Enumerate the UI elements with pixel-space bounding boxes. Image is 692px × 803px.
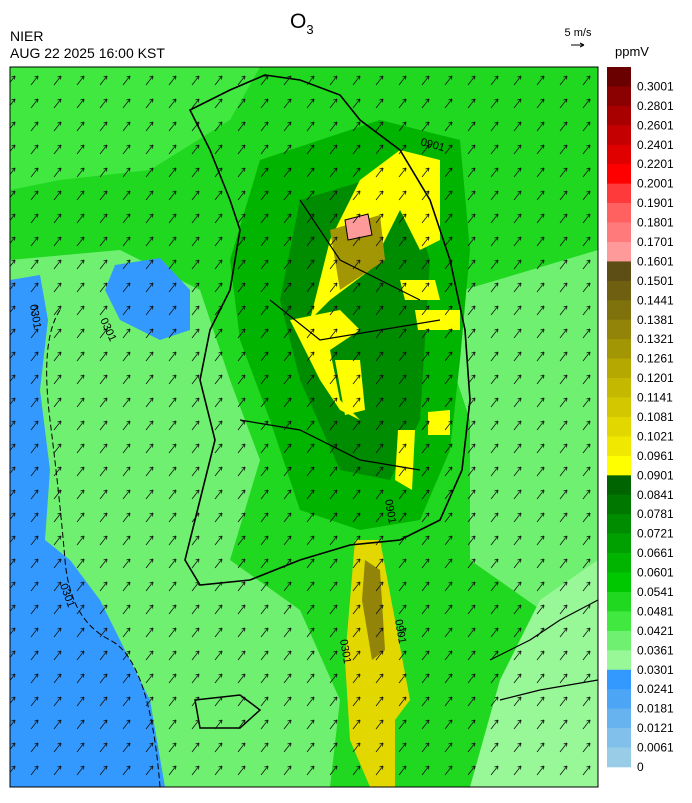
colorbar-segment [607, 164, 631, 184]
colorbar-label: 0.0301 [637, 663, 674, 677]
colorbar: 0.3001 0.2801 0.2601 0.2401 0.2201 0.2001 0.19… [607, 67, 674, 774]
colorbar-segment [607, 475, 631, 496]
colorbar-segment [607, 592, 631, 612]
colorbar-label: 0.2001 [637, 177, 674, 191]
colorbar-segment [607, 319, 631, 340]
colorbar-segment [607, 689, 631, 709]
contour-label: 0301 [337, 638, 353, 664]
colorbar-segment [607, 183, 631, 204]
colorbar-label: 0.0541 [637, 585, 674, 599]
title: O3 [290, 10, 314, 37]
colorbar-label: 0.0901 [637, 468, 674, 482]
colorbar-label: 0.1381 [637, 313, 674, 327]
colorbar-segment [607, 125, 631, 146]
datetime: AUG 22 2025 16:00 KST [10, 45, 165, 61]
colorbar-label: 0.0601 [637, 566, 674, 580]
colorbar-label: 0.0841 [637, 488, 674, 502]
colorbar-label: 0.1801 [637, 216, 674, 230]
colorbar-label: 0.3001 [637, 79, 674, 93]
colorbar-segment [607, 747, 631, 768]
colorbar-segment [607, 261, 631, 282]
contour-label: 0301 [27, 303, 43, 329]
colorbar-segment [607, 280, 631, 301]
colorbar-segment [607, 144, 631, 165]
wind-scale-arrow [571, 42, 585, 48]
contour-label: 0901 [382, 498, 398, 524]
colorbar-label: 0.0121 [637, 721, 674, 735]
colorbar-segment [607, 650, 631, 671]
colorbar-segment [607, 417, 631, 437]
colorbar-segment [607, 300, 631, 321]
colorbar-label: 0.1601 [637, 254, 674, 268]
colorbar-segment [607, 105, 631, 126]
colorbar-segment [607, 514, 631, 534]
colorbar-segment [607, 397, 631, 418]
wind-scale-label: 5 m/s [565, 27, 592, 39]
colorbar-segment [607, 86, 631, 107]
colorbar-label: 0.2401 [637, 138, 674, 152]
colorbar-label: 0 [637, 760, 644, 774]
colorbar-label: 0.1141 [637, 391, 673, 405]
colorbar-label: 0.1201 [637, 371, 674, 385]
colorbar-label: 0.2201 [637, 157, 674, 171]
colorbar-label: 0.0961 [637, 449, 674, 463]
colorbar-label: 0.0781 [637, 507, 674, 521]
unit: ppmV [615, 44, 649, 59]
colorbar-label: 0.0661 [637, 546, 674, 560]
colorbar-label: 0.0061 [637, 741, 674, 755]
colorbar-segment [607, 67, 631, 87]
colorbar-segment [607, 553, 631, 573]
colorbar-segment [607, 669, 631, 690]
colorbar-label: 0.1701 [637, 235, 674, 249]
colorbar-segment [607, 708, 631, 729]
colorbar-label: 0.1261 [637, 352, 674, 366]
colorbar-segment [607, 436, 631, 457]
colorbar-label: 0.1021 [637, 429, 674, 443]
colorbar-segment [607, 203, 631, 223]
colorbar-segment [607, 494, 631, 515]
colorbar-segment [607, 572, 631, 593]
colorbar-segment [607, 378, 631, 398]
colorbar-segment [607, 611, 631, 632]
agency: NIER [10, 28, 43, 44]
contour-label: 0901 [392, 618, 408, 644]
colorbar-label: 0.1501 [637, 274, 674, 288]
colorbar-segment [607, 630, 631, 651]
colorbar-label: 0.0721 [637, 527, 674, 541]
colorbar-label: 0.0241 [637, 682, 674, 696]
colorbar-label: 0.1441 [637, 293, 674, 307]
colorbar-label: 0.1901 [637, 196, 674, 210]
colorbar-segment [607, 728, 631, 748]
map-frame [9, 66, 599, 788]
colorbar-segment [607, 222, 631, 243]
colorbar-label: 0.1081 [637, 410, 674, 424]
colorbar-label: 0.0361 [637, 643, 674, 657]
colorbar-segment [607, 455, 631, 476]
colorbar-label: 0.1321 [637, 332, 674, 346]
colorbar-segment [607, 358, 631, 379]
colorbar-segment [607, 533, 631, 554]
colorbar-label: 0.0481 [637, 604, 674, 618]
colorbar-segment [607, 339, 631, 359]
colorbar-label: 0.2601 [637, 118, 674, 132]
colorbar-segment [607, 242, 631, 262]
colorbar-label: 0.2801 [637, 99, 674, 113]
colorbar-label: 0.0421 [637, 624, 674, 638]
colorbar-label: 0.0181 [637, 702, 674, 716]
